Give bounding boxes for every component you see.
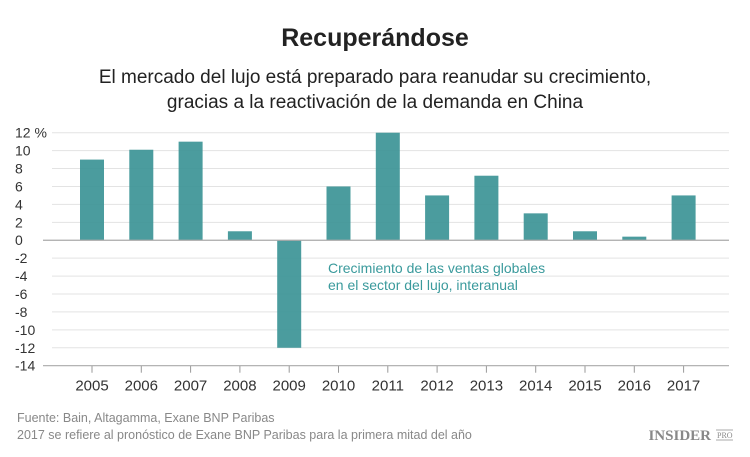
annotation-line-1: Crecimiento de las ventas globales — [328, 260, 545, 276]
x-tick-label: 2009 — [273, 378, 306, 395]
x-tick-label: 2017 — [667, 378, 700, 395]
logo-sub: PRO — [717, 431, 733, 440]
y-tick-label: 2 — [15, 214, 23, 230]
bar-2016 — [622, 236, 647, 241]
annotation-line-2: en el sector del lujo, interanual — [328, 277, 518, 293]
bars — [80, 132, 696, 348]
y-tick-label: -4 — [15, 268, 28, 284]
x-axis: 2005 2006 2007 2008 2009 2010 2011 2012 2013 2014… — [43, 239, 729, 395]
x-tick-label: 2015 — [568, 378, 601, 395]
bar-2017 — [671, 195, 696, 241]
bar-2011 — [375, 132, 400, 241]
x-tick-label: 2006 — [125, 378, 158, 395]
y-tick-label: -6 — [15, 286, 28, 302]
x-tick-label: 2010 — [322, 378, 355, 395]
y-tick-label: -14 — [15, 358, 35, 374]
y-axis: 12 % 10 86 4 2 0 -2 -4 -6 -8 -10 -12 -14 — [15, 125, 47, 374]
bar-2014 — [523, 213, 548, 241]
y-tick-label: 0 — [15, 232, 23, 248]
y-tick-label: 6 — [15, 178, 23, 194]
bar-2009 — [277, 240, 302, 348]
x-tick-label: 2007 — [174, 378, 207, 395]
bar-2012 — [425, 195, 450, 241]
x-tick-label: 2008 — [223, 378, 256, 395]
x-tick-label: 2016 — [618, 378, 651, 395]
footnote: 2017 se refiere al pronóstico de Exane B… — [17, 428, 472, 442]
bar-2015 — [573, 231, 597, 241]
bar-2008 — [227, 231, 252, 241]
bar-2007 — [178, 141, 203, 241]
y-tick-label: -8 — [15, 304, 28, 320]
bar-2006 — [129, 149, 154, 241]
x-tick-label: 2005 — [75, 378, 108, 395]
y-tick-label: 8 — [15, 161, 23, 177]
chart-subtitle-line-1: El mercado del lujo está preparado para … — [99, 67, 651, 88]
y-tick-label: 12 % — [15, 125, 47, 141]
y-tick-label: 10 — [15, 143, 31, 159]
x-tick-label: 2012 — [420, 378, 453, 395]
x-tick-label: 2014 — [519, 378, 552, 395]
logo-main: INSIDER — [648, 428, 711, 444]
chart-subtitle-line-2: gracias a la reactivación de la demanda … — [167, 92, 584, 113]
source-note: Fuente: Bain, Altagamma, Exane BNP Parib… — [17, 411, 275, 425]
bar-2005 — [80, 159, 104, 241]
y-tick-label: -10 — [15, 322, 35, 338]
x-tick-label: 2011 — [372, 378, 404, 395]
y-tick-label: -2 — [15, 250, 28, 266]
x-tick-label: 2013 — [470, 378, 503, 395]
y-tick-label: 4 — [15, 196, 23, 212]
bar-2010 — [326, 186, 351, 241]
chart-title: Recuperándose — [281, 24, 469, 52]
insider-pro-logo: INSIDER PRO — [648, 428, 733, 444]
bar-2013 — [474, 175, 499, 241]
y-tick-label: -12 — [15, 340, 35, 356]
